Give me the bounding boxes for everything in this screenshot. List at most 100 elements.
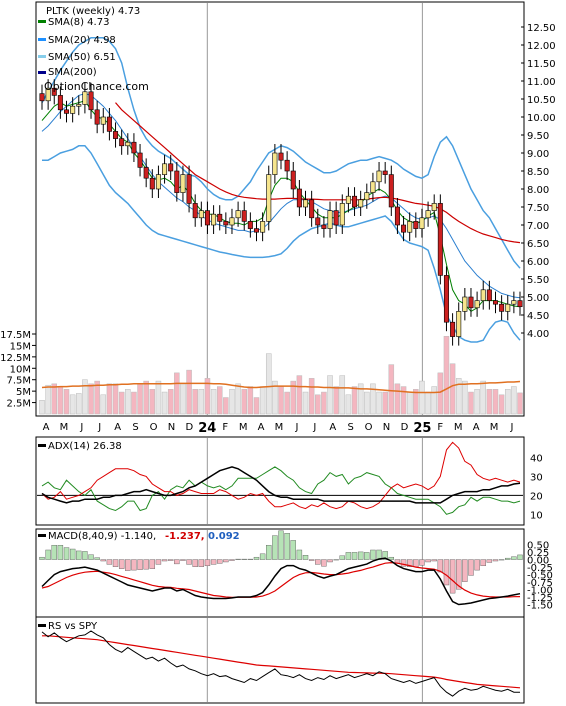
candle-body-18 [149,177,155,190]
volume-bar-22 [174,372,180,415]
volume-bar-62 [419,380,425,415]
price-tick-label-0: 12.50 [527,23,556,34]
adx-vertical-gridlines [206,438,423,524]
macd-tick-label-5: -0.75 [527,578,553,589]
candle-body-40 [284,159,290,172]
candle-body-60 [407,221,413,233]
adx-tick-label-1: 30 [530,472,543,483]
adx-tick-label-2: 20 [530,491,543,502]
candle-body-58 [394,206,400,226]
volume-bar-58 [394,383,401,415]
legend-swatch-sma200 [38,71,46,74]
volume-bar-24 [186,369,192,415]
volume-bar-68 [455,378,462,415]
macd-hist-bar-66 [443,559,450,586]
macd-hist-bar-60 [406,559,413,567]
candle-body-65 [437,203,443,276]
price-tick-label-9: 8.00 [527,185,549,196]
volume-bar-59 [400,386,407,415]
x-tick-label-21: 25 [413,421,431,436]
volume-bar-73 [486,389,493,415]
adx-line [41,466,521,504]
volume-bar-78 [517,392,523,415]
volume-tick-label-3: 10M [10,364,31,375]
price-tick-label-2: 11.50 [527,59,556,70]
macd-hist-bar-27 [204,559,211,567]
adx-legend-swatch [38,444,46,447]
price-tick-label-16: 4.50 [527,311,549,322]
candle-body-38 [272,152,278,175]
candle-body-43 [303,199,309,208]
candle-body-63 [425,210,431,219]
macd-hist-bar-69 [462,559,468,582]
candlesticks [39,79,523,346]
candle-body-49 [339,203,345,226]
volume-bar-16 [137,383,143,415]
legend-sma8: SMA(8) 4.73 [48,17,109,28]
candle-body-17 [143,167,149,179]
minus-di-line [41,441,521,510]
volume-bar-53 [364,391,370,415]
volume-tick-label-1: 15M [10,341,31,352]
price-tick-label-5: 10.00 [527,113,556,124]
candle-body-6 [76,104,82,107]
candle-body-57 [388,174,394,208]
volume-bar-56 [382,391,388,415]
price-tick-label-1: 12.00 [527,41,556,52]
macd-hist-bar-63 [425,559,431,563]
candle-body-32 [235,210,241,219]
legend: PLTK (weekly) 4.73 SMA(8) 4.73 SMA(20) 4… [38,6,140,78]
volume-bar-8 [88,383,94,415]
macd-hist-bar-64 [431,559,437,562]
x-tick-label-12: A [258,422,265,433]
volume-bar-66 [443,336,450,415]
macd-hist-bar-3 [57,544,64,560]
macd-signal-line [41,561,521,598]
volume-bar-33 [241,389,247,415]
macd-hist-bar-54 [370,549,376,560]
candle-body-27 [204,210,210,226]
volume-bar-20 [161,391,168,415]
volume-tick-label-5: 5M [16,387,31,398]
volume-bar-26 [198,389,205,415]
price-tick-label-11: 7.00 [527,221,549,232]
volume-bar-2 [51,383,58,415]
x-tick-label-4: A [114,422,121,433]
candle-body-25 [192,203,198,219]
macd-hist-bar-25 [192,559,198,567]
candle-body-33 [241,210,247,222]
macd-title: MACD(8,40,9) -1.140, [48,531,156,542]
volume-sma-line [41,380,521,394]
volume-bar-27 [204,378,211,415]
volume-bar-13 [118,391,125,415]
candle-body-56 [382,170,388,175]
macd-hist-bar-41 [290,540,296,560]
candle-body-11 [106,116,112,132]
macd-hist-bar-49 [339,555,345,560]
volume-bar-6 [76,393,82,415]
volume-bar-77 [511,386,517,415]
volume-bar-55 [376,391,382,415]
macd-hist-bar-37 [266,544,272,560]
volume-bar-54 [370,383,376,415]
x-tick-label-8: D [186,422,194,433]
volume-bar-46 [321,391,327,415]
price-tick-label-6: 9.50 [527,131,549,142]
macd-hist-bar-1 [45,549,51,560]
macd-hist-bar-43 [302,555,309,560]
x-tick-label-14: J [294,422,298,433]
rs-panel [35,616,525,704]
candle-body-52 [358,199,364,208]
candle-body-59 [401,224,407,233]
volume-bar-44 [308,378,315,415]
volume-bar-76 [504,389,511,415]
volume-bar-4 [63,389,70,415]
watermark: OptionChance.com [44,80,149,93]
macd-hist-bar-44 [308,559,315,561]
volume-tick-label-2: 12.5M [0,353,31,364]
volume-bar-47 [327,375,333,415]
macd-line [41,557,521,606]
candle-body-76 [505,303,511,312]
x-tick-label-7: N [168,422,175,433]
candle-body-0 [39,93,45,102]
